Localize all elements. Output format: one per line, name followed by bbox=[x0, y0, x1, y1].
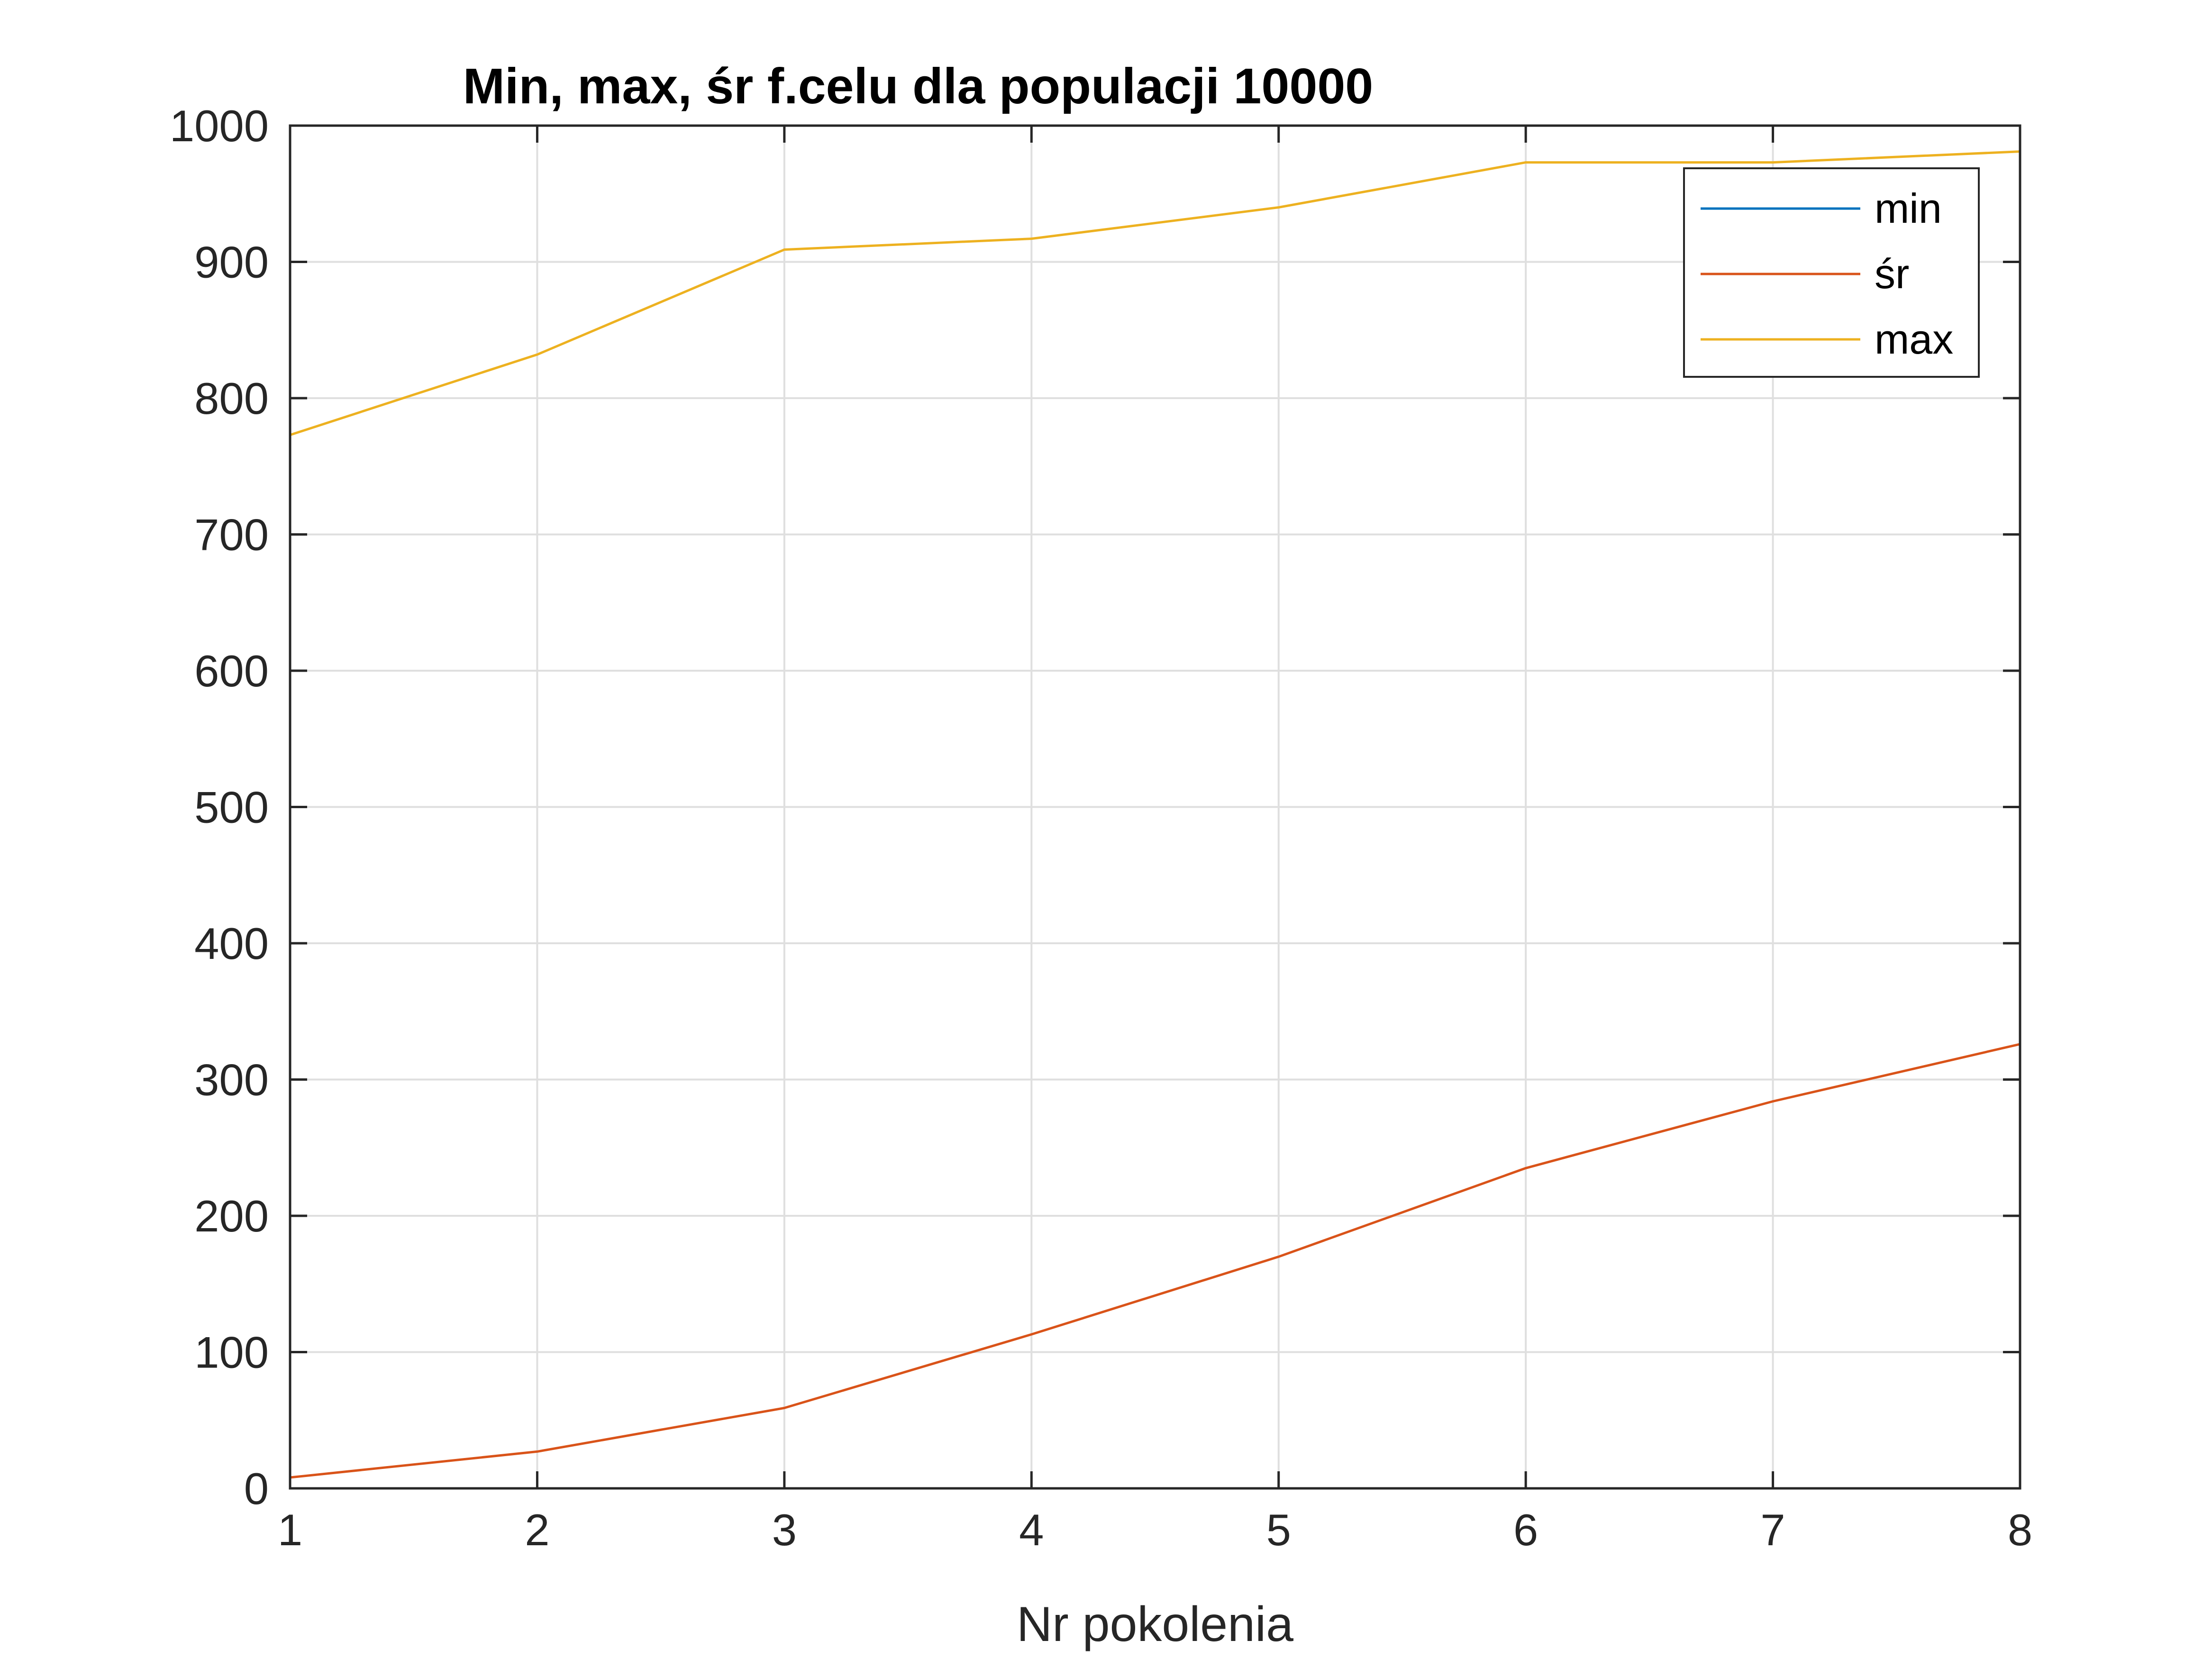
y-tick-label: 300 bbox=[194, 1055, 269, 1105]
y-tick-label: 800 bbox=[194, 374, 269, 423]
y-tick-label: 900 bbox=[194, 237, 269, 287]
y-tick-label: 0 bbox=[244, 1464, 269, 1513]
x-tick-label: 1 bbox=[278, 1505, 302, 1555]
chart-title: Min, max, śr f.celu dla populacji 10000 bbox=[463, 58, 1373, 114]
x-axis-label: Nr pokolenia bbox=[1017, 1597, 1293, 1652]
series-line-max bbox=[290, 150, 2021, 436]
x-tick-label: 5 bbox=[1266, 1505, 1291, 1555]
series-line-śr bbox=[290, 1043, 2021, 1479]
x-tick-labels: 1 2 3 4 5 6 7 8 bbox=[278, 1505, 2032, 1555]
x-tick-label: 6 bbox=[1513, 1505, 1538, 1555]
legend: min śr max bbox=[1683, 167, 1980, 378]
legend-box bbox=[1683, 167, 1980, 378]
x-tick-label: 7 bbox=[1760, 1505, 1785, 1555]
y-tick-label: 700 bbox=[194, 510, 269, 560]
y-tick-label: 400 bbox=[194, 919, 269, 968]
x-tick-label: 2 bbox=[525, 1505, 549, 1555]
y-tick-label: 100 bbox=[194, 1328, 269, 1377]
x-tick-label: 4 bbox=[1019, 1505, 1044, 1555]
y-tick-label: 1000 bbox=[170, 101, 269, 151]
ticks bbox=[289, 124, 2021, 1490]
legend-entry-label: max bbox=[1875, 316, 1953, 363]
y-tick-label: 500 bbox=[194, 783, 269, 832]
y-tick-label: 600 bbox=[194, 646, 269, 696]
y-tick-labels: 0 100 200 300 400 500 600 700 800 900 1000 bbox=[170, 101, 269, 1513]
x-tick-label: 3 bbox=[772, 1505, 797, 1555]
x-tick-label: 8 bbox=[2008, 1505, 2032, 1555]
legend-entry-label: śr bbox=[1875, 250, 1909, 297]
legend-entry-label: min bbox=[1875, 185, 1942, 232]
y-tick-label: 200 bbox=[194, 1191, 269, 1241]
